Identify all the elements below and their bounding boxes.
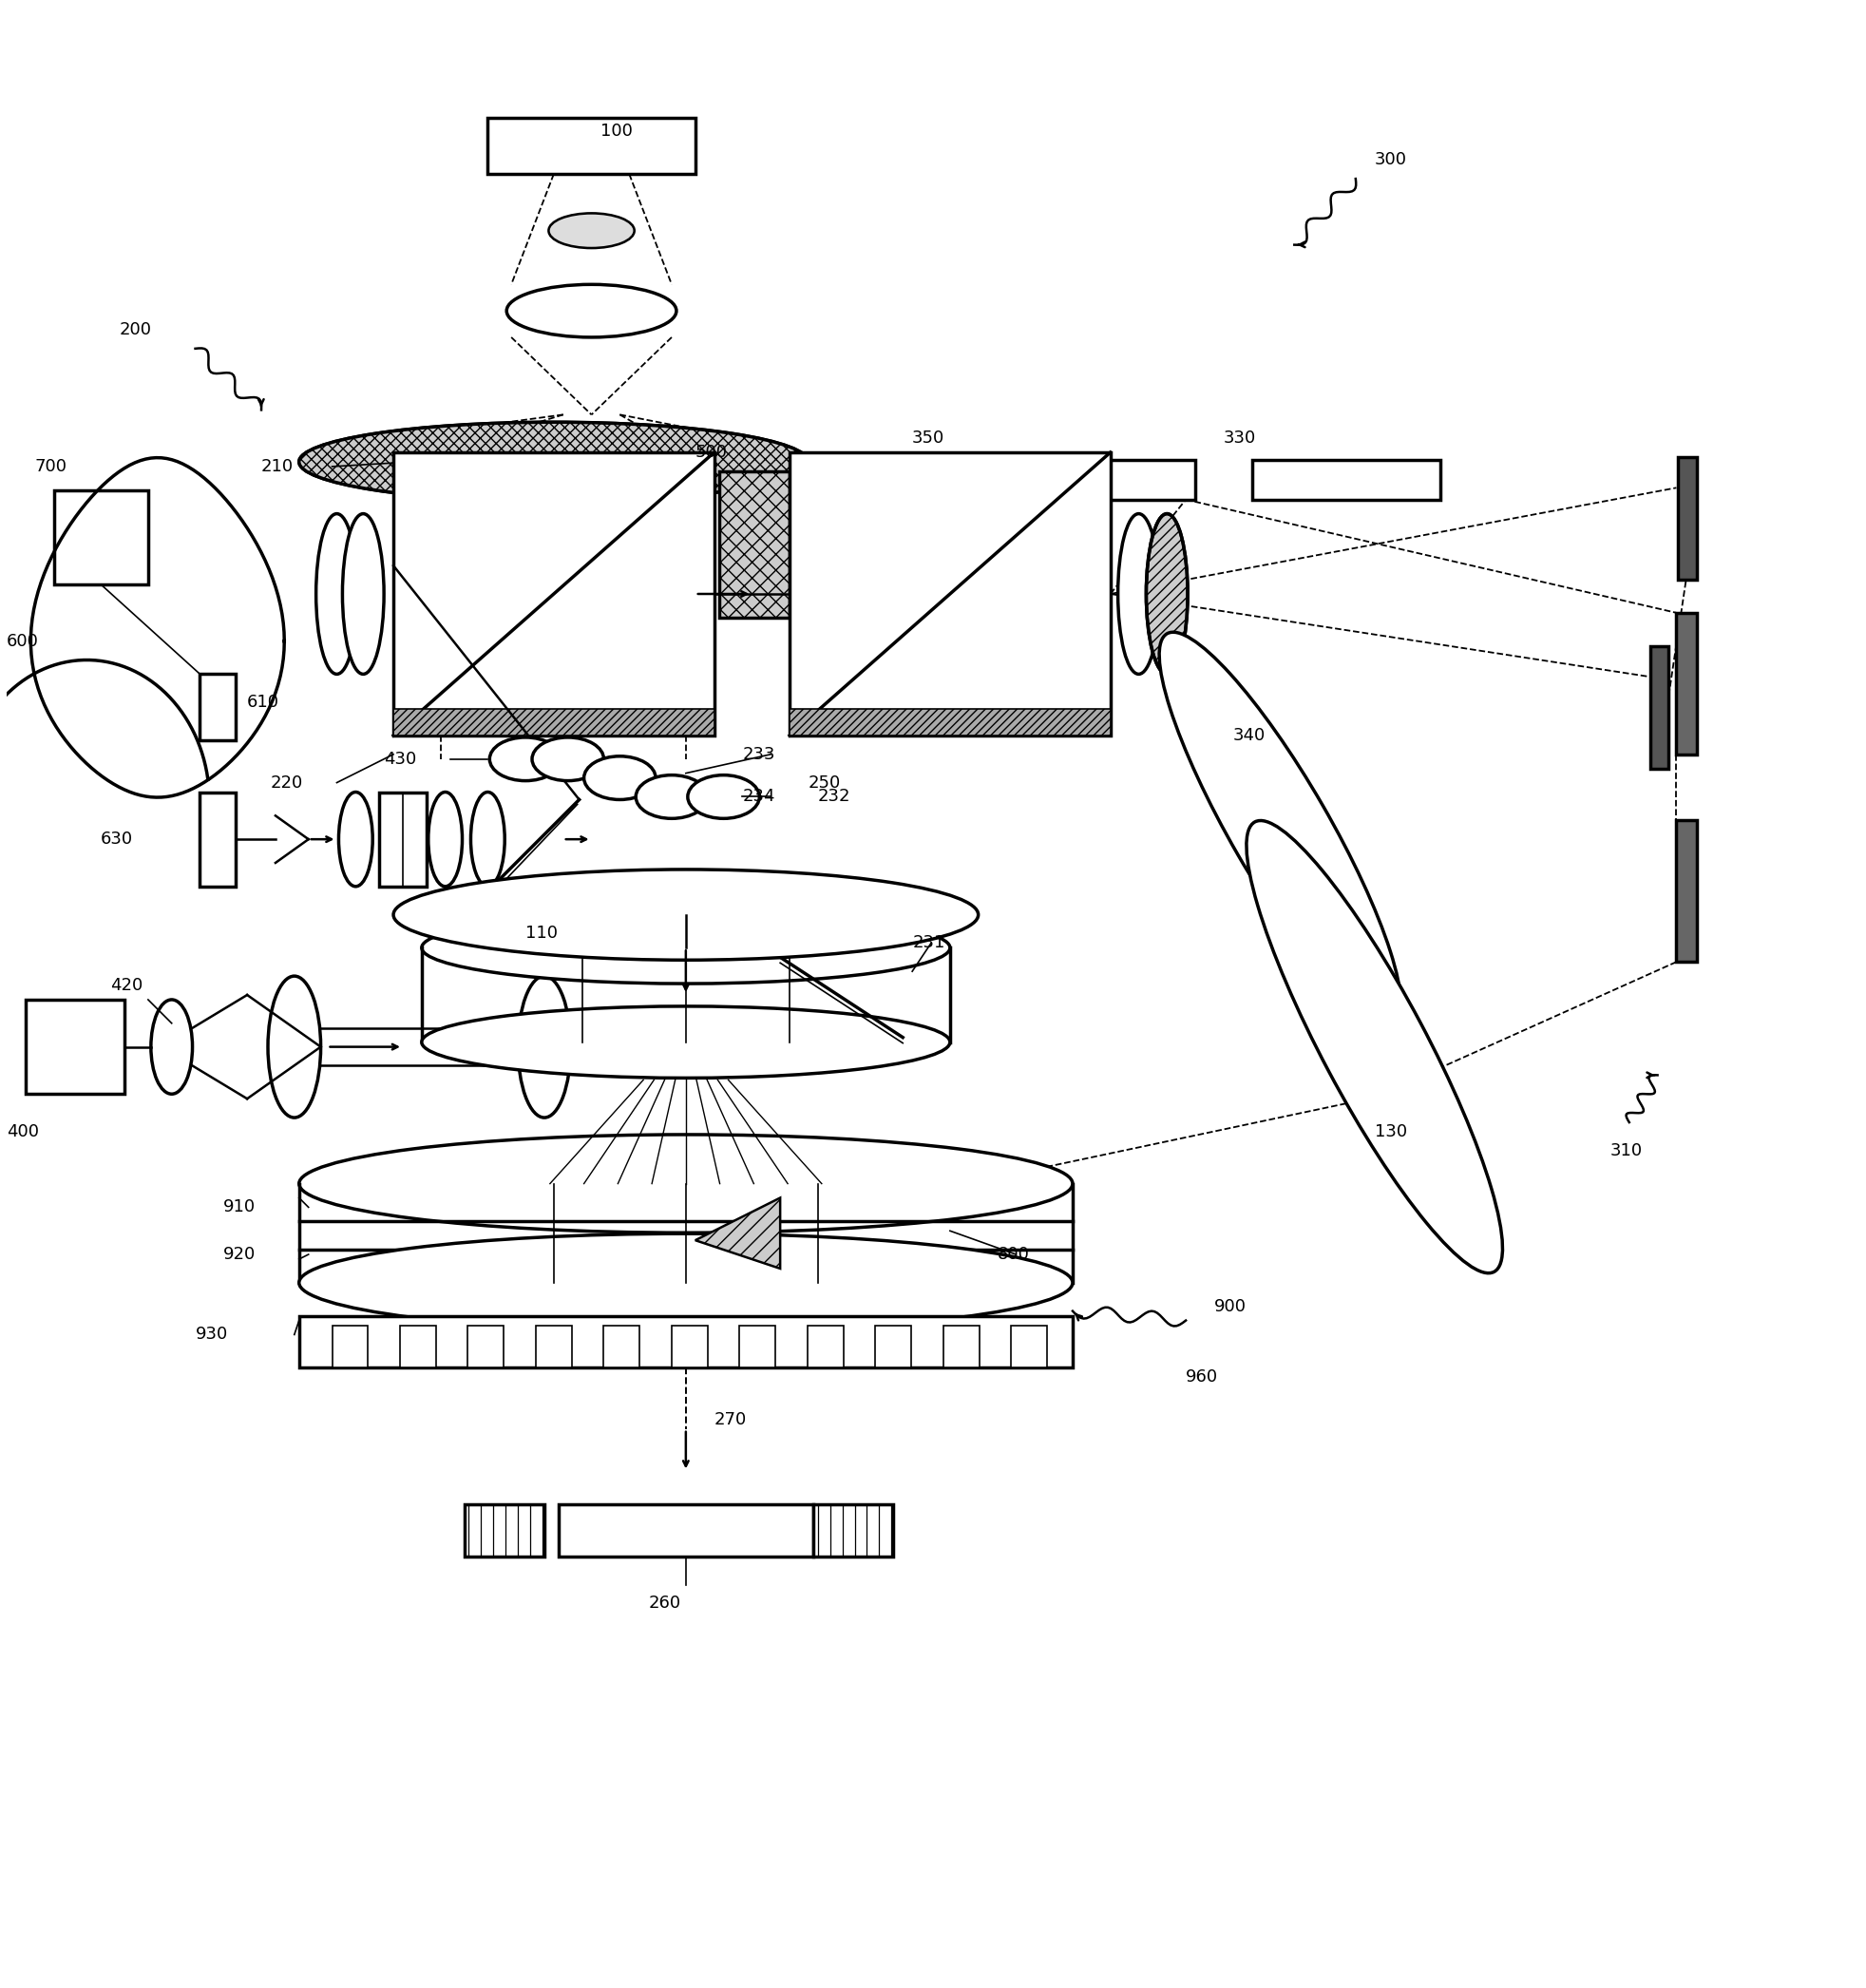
Bar — [942, 1326, 980, 1368]
Text: 960: 960 — [1185, 1368, 1218, 1386]
Bar — [875, 1326, 911, 1368]
Text: 400: 400 — [7, 1123, 39, 1141]
Bar — [558, 1505, 814, 1557]
Ellipse shape — [1246, 821, 1502, 1272]
Ellipse shape — [584, 755, 655, 799]
Text: 220: 220 — [271, 773, 302, 791]
Ellipse shape — [394, 869, 978, 960]
Ellipse shape — [549, 213, 634, 248]
Bar — [789, 710, 1110, 736]
Bar — [808, 1326, 843, 1368]
Text: 234: 234 — [743, 787, 774, 805]
Bar — [1252, 459, 1441, 499]
Ellipse shape — [427, 791, 463, 887]
Ellipse shape — [506, 284, 675, 338]
Bar — [536, 1326, 571, 1368]
Bar — [54, 491, 147, 584]
Text: 232: 232 — [817, 787, 851, 805]
Text: 340: 340 — [1232, 728, 1265, 744]
Text: 700: 700 — [35, 457, 67, 475]
Text: 110: 110 — [524, 924, 558, 942]
Text: 250: 250 — [808, 773, 840, 791]
Bar — [299, 1316, 1073, 1368]
Text: 630: 630 — [101, 831, 132, 847]
Ellipse shape — [315, 513, 358, 674]
Ellipse shape — [1159, 632, 1400, 1028]
Bar — [332, 1326, 368, 1368]
Text: 600: 600 — [7, 632, 39, 650]
Bar — [399, 1326, 435, 1368]
Bar — [1011, 1326, 1047, 1368]
Bar — [1676, 821, 1696, 962]
Text: 310: 310 — [1610, 1141, 1642, 1159]
Ellipse shape — [341, 513, 384, 674]
Ellipse shape — [549, 213, 634, 248]
Text: 300: 300 — [1373, 151, 1407, 169]
Bar — [200, 674, 235, 740]
Text: 900: 900 — [1213, 1298, 1246, 1314]
Ellipse shape — [299, 421, 808, 501]
Ellipse shape — [489, 738, 562, 781]
Bar — [739, 1326, 774, 1368]
Bar — [1650, 646, 1668, 769]
Text: 231: 231 — [912, 934, 944, 952]
Bar — [1676, 612, 1696, 753]
Bar — [465, 1505, 545, 1557]
Ellipse shape — [338, 791, 373, 887]
Text: 800: 800 — [996, 1246, 1028, 1262]
Bar — [718, 471, 789, 618]
Bar — [200, 791, 235, 887]
Text: 200: 200 — [119, 322, 151, 338]
Text: 420: 420 — [110, 976, 144, 994]
Ellipse shape — [1118, 513, 1159, 674]
Bar — [394, 710, 715, 736]
Text: 260: 260 — [648, 1594, 681, 1612]
Ellipse shape — [299, 1235, 1073, 1332]
Bar — [379, 791, 425, 887]
Polygon shape — [32, 457, 284, 797]
Bar — [814, 1505, 894, 1557]
Ellipse shape — [151, 1000, 192, 1093]
Ellipse shape — [1146, 513, 1187, 674]
Text: 130: 130 — [1373, 1123, 1407, 1141]
Polygon shape — [694, 1199, 780, 1268]
Bar — [603, 1326, 640, 1368]
Ellipse shape — [299, 1135, 1073, 1233]
Ellipse shape — [470, 791, 504, 887]
Text: 500: 500 — [694, 443, 728, 461]
Bar — [789, 453, 1110, 736]
Text: 270: 270 — [715, 1411, 746, 1427]
Bar — [26, 1000, 125, 1093]
Ellipse shape — [299, 421, 808, 501]
Ellipse shape — [269, 976, 321, 1117]
Text: 350: 350 — [912, 429, 944, 447]
Ellipse shape — [687, 775, 759, 819]
Text: 233: 233 — [743, 746, 774, 763]
Text: 910: 910 — [224, 1199, 256, 1217]
Text: 610: 610 — [246, 694, 280, 712]
Text: 330: 330 — [1222, 429, 1256, 447]
Bar — [394, 453, 715, 736]
Ellipse shape — [532, 738, 603, 781]
Bar — [672, 1326, 707, 1368]
Ellipse shape — [422, 1006, 950, 1077]
Text: 210: 210 — [261, 457, 293, 475]
Text: 100: 100 — [601, 123, 633, 139]
Ellipse shape — [422, 912, 950, 984]
Bar — [468, 1326, 504, 1368]
Ellipse shape — [517, 976, 571, 1117]
Bar — [1678, 457, 1696, 580]
Bar — [487, 117, 694, 175]
Ellipse shape — [636, 775, 707, 819]
Bar — [931, 459, 1194, 499]
Text: 920: 920 — [224, 1246, 256, 1262]
Text: 430: 430 — [384, 751, 416, 767]
Text: 930: 930 — [196, 1326, 228, 1344]
